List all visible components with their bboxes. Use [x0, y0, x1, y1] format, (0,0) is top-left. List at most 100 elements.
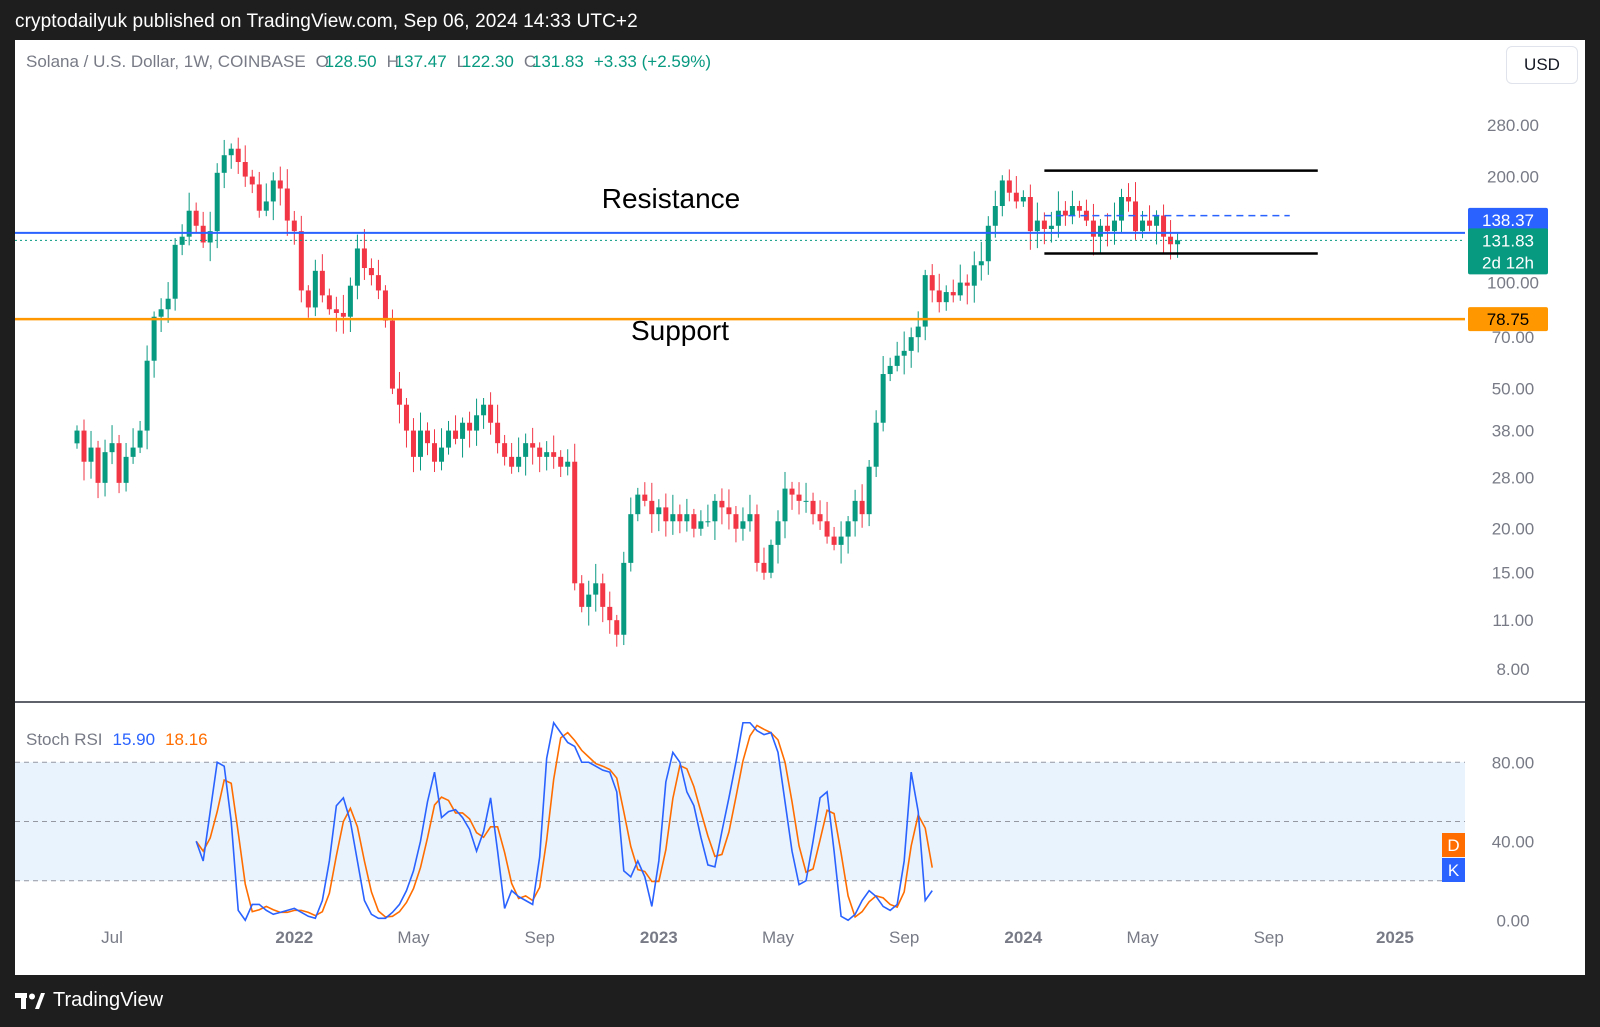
candle-body [565, 461, 571, 467]
candle-body [446, 430, 452, 448]
low-label: L [456, 52, 467, 71]
candle-body [1013, 192, 1019, 202]
candle-body [607, 606, 613, 621]
candle-body [242, 162, 248, 177]
candle-body [908, 337, 914, 351]
price-axis-label: 11.00 [1492, 611, 1533, 630]
candle-body [74, 430, 80, 444]
candle-body [277, 180, 283, 189]
resistance-annotation: Resistance [602, 183, 741, 214]
candle-body [474, 415, 480, 431]
candle-body [439, 447, 445, 462]
candle-body [663, 507, 669, 522]
currency-button[interactable]: USD [1506, 46, 1578, 84]
candle-body [600, 583, 606, 607]
price-axis-label: 50.00 [1492, 380, 1535, 399]
stoch-axis-label: 80.00 [1492, 753, 1535, 772]
candle-body [1055, 210, 1061, 226]
time-axis-label: Sep [1254, 928, 1284, 947]
candle-body [1118, 197, 1124, 221]
candle-body [831, 536, 837, 545]
candle-body [859, 500, 865, 515]
candle-body [116, 443, 122, 483]
candle-body [1111, 220, 1117, 232]
symbol-legend: Solana / U.S. Dollar, 1W, COINBASE O 128… [26, 52, 711, 72]
candle-body [971, 265, 977, 286]
candle-body [880, 374, 886, 423]
candle-body [158, 309, 164, 317]
countdown-tag-text: 2d 12h [1482, 253, 1534, 272]
stoch-axis-label: 0.00 [1496, 911, 1529, 930]
candle-body [137, 430, 143, 448]
candle-body [333, 309, 339, 313]
time-axis-label: May [762, 928, 795, 947]
candle-body [873, 422, 879, 467]
candle-body [810, 500, 816, 515]
candle-body [1006, 180, 1012, 193]
time-axis-label: Jul [101, 928, 123, 947]
candle-body [389, 320, 395, 389]
candle-body [109, 443, 115, 453]
price-axis-label: 15.00 [1492, 564, 1535, 583]
candle-body [516, 456, 522, 467]
candle-body [340, 312, 346, 317]
candle-body [460, 422, 466, 439]
candle-body [481, 404, 487, 416]
last-price-tag-text: 131.83 [1482, 231, 1534, 250]
time-axis-label: May [1126, 928, 1159, 947]
candle-body [467, 422, 473, 431]
candle-body [817, 514, 823, 522]
candle-body [943, 292, 949, 303]
candle-body [382, 290, 388, 321]
candle-body [368, 268, 374, 276]
candle-body [326, 295, 332, 310]
candle-body [635, 494, 641, 515]
stoch-k-tag-text: K [1448, 861, 1460, 880]
price-axis-label: 8.00 [1496, 660, 1529, 679]
candle-body [305, 290, 311, 308]
last-price-tag [1468, 228, 1548, 275]
candle-body [922, 275, 928, 327]
candle-body [396, 388, 402, 405]
candle-body [1097, 225, 1103, 237]
candle-body [502, 443, 508, 457]
candle-body [705, 521, 711, 523]
candle-body [347, 285, 353, 317]
price-axis-label: 20.00 [1492, 520, 1535, 539]
candle-body [915, 326, 921, 338]
candle-body [726, 507, 732, 515]
candle-body [558, 456, 564, 467]
time-axis-label: Sep [525, 928, 555, 947]
candle-body [1041, 220, 1047, 229]
candle-body [712, 500, 718, 522]
candle-body [929, 275, 935, 291]
candle-body [1034, 220, 1040, 232]
support-price-tag-text: 78.75 [1487, 310, 1530, 329]
candle-body [1076, 206, 1082, 211]
candle-body [270, 180, 276, 202]
candle-body [1126, 197, 1131, 202]
candle-body [985, 225, 991, 262]
candle-body [782, 488, 788, 522]
price-chart[interactable]: 280.00 200.00 100.00 70.00 50.00 38.00 28.00 20… [15, 40, 1585, 975]
change-value: +3.33 (+2.59%) [593, 52, 712, 71]
candle-body [740, 521, 746, 529]
candle-body [747, 514, 753, 522]
candle-body [172, 244, 178, 299]
candle-body [628, 514, 634, 563]
stoch-d-value: 18.16 [165, 730, 208, 749]
candle-body [1090, 220, 1096, 237]
candle-body [761, 562, 767, 573]
candle-body [803, 500, 809, 502]
candle-body [102, 452, 108, 483]
candle-body [796, 494, 802, 501]
price-axis-label: 200.00 [1487, 168, 1539, 187]
candle-body [768, 544, 774, 573]
resistance-price-tag-text: 138.37 [1482, 211, 1534, 230]
candle-body [789, 488, 795, 495]
candle-body [614, 620, 620, 635]
candle-body [1133, 201, 1139, 232]
high-value: 137.47 [394, 52, 447, 71]
chart-panel[interactable]: 280.00 200.00 100.00 70.00 50.00 38.00 28.00 20… [15, 40, 1585, 975]
candle-body [165, 298, 171, 310]
